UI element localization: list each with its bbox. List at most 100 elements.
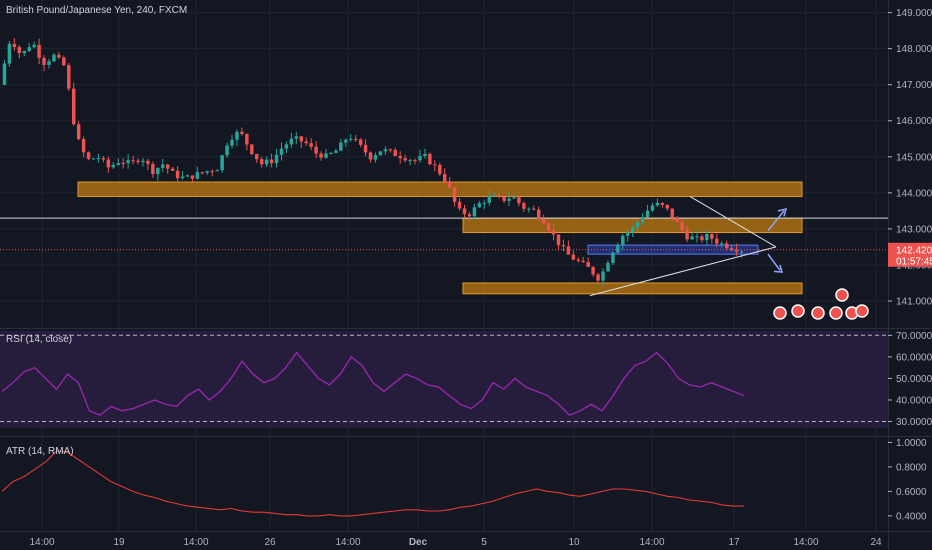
candle-body bbox=[527, 208, 531, 210]
candle-body bbox=[571, 254, 576, 260]
candle-body bbox=[408, 160, 412, 162]
candle-body bbox=[240, 131, 244, 135]
candle-body bbox=[700, 236, 704, 241]
price-tick-label: 149.000 bbox=[896, 8, 932, 19]
candle-body bbox=[190, 175, 195, 179]
candle-body bbox=[477, 203, 482, 208]
candle-body bbox=[185, 175, 190, 177]
rsi-tick-label: 40.0000 bbox=[896, 395, 932, 406]
candle-body bbox=[640, 217, 645, 223]
candle-body bbox=[86, 152, 91, 159]
candle-body bbox=[467, 214, 472, 217]
candle-body bbox=[621, 235, 625, 245]
atr-layer bbox=[1, 450, 744, 517]
rsi-tick-label: 50.0000 bbox=[896, 374, 932, 385]
candle-body bbox=[487, 195, 491, 203]
triangle-upper-line bbox=[689, 196, 777, 248]
candle-body bbox=[67, 65, 71, 89]
atr-tick-label: 0.6000 bbox=[896, 487, 927, 498]
candle-body bbox=[675, 218, 679, 222]
event-marker-icon bbox=[773, 306, 787, 320]
candle-body bbox=[512, 197, 516, 199]
candle-body bbox=[47, 61, 51, 65]
candle-body bbox=[457, 201, 462, 209]
candle-body bbox=[299, 136, 304, 142]
price-tick-label: 145.000 bbox=[896, 152, 932, 163]
rsi-tick-label: 30.0000 bbox=[896, 417, 932, 428]
event-marker-icon bbox=[829, 306, 843, 320]
candle-body bbox=[42, 57, 46, 65]
candle-body bbox=[368, 152, 373, 160]
candle-body bbox=[497, 195, 501, 197]
candle-body bbox=[690, 236, 694, 240]
candle-body bbox=[12, 43, 17, 48]
price-axis[interactable]: 149.000 148.000 147.000 146.000 145.000 144.0… bbox=[888, 8, 932, 522]
countdown-label: 01:57:45 bbox=[896, 256, 932, 267]
candle-body bbox=[447, 181, 452, 188]
time-axis[interactable]: 14:00 19 14:00 26 14:00 Dec 5 10 14:00 17 14:00 24 bbox=[29, 537, 882, 548]
time-tick-label: 14:00 bbox=[29, 537, 54, 548]
candle-body bbox=[586, 261, 590, 267]
candle-body bbox=[581, 260, 585, 262]
candle-body bbox=[729, 248, 734, 250]
candle-body bbox=[146, 160, 150, 164]
price-tick-label: 148.000 bbox=[896, 44, 932, 55]
candle-body bbox=[220, 155, 224, 171]
candle-body bbox=[358, 139, 363, 145]
candle-body bbox=[161, 164, 165, 168]
candle-body bbox=[195, 172, 200, 179]
arrowhead-up-icon bbox=[777, 208, 788, 217]
candle-body bbox=[136, 160, 140, 163]
candle-body bbox=[710, 234, 714, 239]
time-tick-label: 26 bbox=[264, 537, 276, 548]
candle-body bbox=[541, 218, 546, 224]
atr-tick-label: 1.0000 bbox=[896, 438, 927, 449]
time-tick-label: 14:00 bbox=[639, 537, 664, 548]
candle-body bbox=[551, 230, 556, 235]
candle-body bbox=[660, 202, 665, 205]
candle-body bbox=[96, 158, 101, 160]
candle-body bbox=[7, 43, 12, 64]
candle-body bbox=[418, 155, 422, 161]
candle-body bbox=[215, 170, 219, 172]
rsi-title: RSI (14, close) bbox=[6, 334, 72, 345]
candle-body bbox=[611, 252, 615, 263]
candle-body bbox=[438, 165, 442, 175]
candle-body bbox=[492, 195, 496, 197]
candle-body bbox=[378, 151, 383, 156]
candle-body bbox=[76, 124, 81, 140]
price-tick-label: 143.000 bbox=[896, 224, 932, 235]
candle-body bbox=[517, 197, 521, 204]
candle-body bbox=[472, 207, 477, 217]
candle-body bbox=[289, 138, 294, 145]
candle-body bbox=[566, 246, 571, 255]
current-price-tag bbox=[888, 242, 932, 267]
candle-body bbox=[165, 164, 170, 169]
candle-body bbox=[635, 222, 640, 228]
candle-body bbox=[319, 153, 323, 158]
rsi-tick-label: 60.0000 bbox=[896, 352, 932, 363]
candle-body bbox=[255, 154, 259, 160]
candle-body bbox=[428, 153, 432, 165]
candle-body bbox=[116, 162, 120, 165]
candle-body bbox=[502, 196, 506, 201]
event-marker-icon bbox=[835, 288, 849, 302]
candle-body bbox=[606, 262, 610, 272]
candle-body bbox=[131, 160, 135, 162]
candle-body bbox=[111, 164, 116, 168]
arrow-up-icon bbox=[767, 210, 785, 232]
price-tick-label: 146.000 bbox=[896, 116, 932, 127]
candles-layer[interactable] bbox=[2, 38, 744, 287]
candle-body bbox=[353, 138, 358, 140]
candle-body bbox=[616, 244, 620, 253]
candle-body bbox=[250, 144, 254, 155]
candle-body bbox=[561, 245, 566, 247]
candle-body bbox=[373, 155, 378, 160]
candle-body bbox=[210, 171, 214, 173]
candle-body bbox=[259, 159, 264, 165]
candle-body bbox=[309, 143, 313, 147]
time-tick-label: 5 bbox=[481, 537, 487, 548]
